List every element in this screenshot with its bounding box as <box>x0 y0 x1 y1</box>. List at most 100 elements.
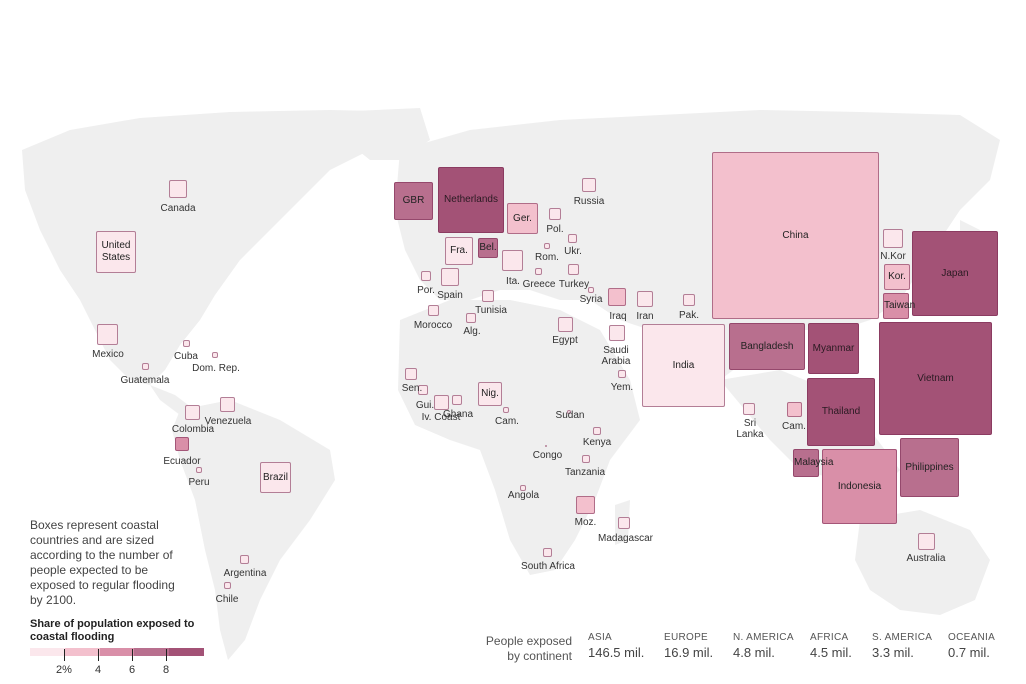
country-box-netherlands[interactable]: Netherlands <box>438 167 504 233</box>
country-box-label: Malaysia <box>794 457 834 468</box>
country-box-nig[interactable]: Nig. <box>478 382 502 406</box>
country-box-label: China <box>782 229 809 241</box>
country-box-philippines[interactable]: Philippines <box>900 438 959 497</box>
continent-value: 4.5 mil. <box>810 645 852 660</box>
country-box-bangladesh[interactable]: Bangladesh <box>729 323 805 370</box>
country-box-india[interactable]: India <box>642 324 725 407</box>
country-label-argentina: Argentina <box>223 568 267 579</box>
country-box-por[interactable] <box>421 271 431 281</box>
legend-tick-8 <box>166 649 167 661</box>
country-box-label: India <box>672 359 695 371</box>
country-box-nkor[interactable] <box>883 229 903 248</box>
country-box-mexico[interactable] <box>97 324 118 345</box>
country-box-canada[interactable] <box>169 180 187 198</box>
continent-oceania: OCEANIA 0.7 mil. <box>948 632 995 660</box>
country-label-greece: Greece <box>522 279 556 290</box>
country-box-ger[interactable]: Ger. <box>507 203 538 234</box>
country-box-venezuela[interactable] <box>220 397 235 412</box>
country-box-us[interactable]: United States <box>96 231 136 273</box>
continent-value: 16.9 mil. <box>664 645 714 660</box>
country-box-label: Bangladesh <box>740 340 794 352</box>
continent-name: EUROPE <box>664 632 709 643</box>
country-box-fra[interactable]: Fra. <box>445 237 473 265</box>
country-box-gui[interactable] <box>418 385 428 395</box>
legend-swatch-2 <box>64 648 100 656</box>
country-box-ukr[interactable] <box>568 234 577 243</box>
country-label-cam-as: Cam. <box>782 421 806 432</box>
country-box-ita[interactable] <box>502 250 523 271</box>
country-box-gbr[interactable]: GBR <box>394 182 433 220</box>
country-label-ita: Ita. <box>506 276 520 287</box>
country-box-malaysia[interactable]: Malaysia <box>793 449 834 477</box>
country-box-guatemala[interactable] <box>142 363 149 370</box>
country-label-rom: Rom. <box>535 252 559 263</box>
legend-swatch-5 <box>169 648 204 656</box>
country-box-vietnam[interactable]: Vietnam <box>879 322 992 435</box>
country-box-china[interactable]: China <box>712 152 879 319</box>
country-label-tanzania: Tanzania <box>564 467 606 478</box>
country-box-australia[interactable] <box>918 533 935 550</box>
country-box-peru[interactable] <box>196 467 202 473</box>
country-label-canada: Canada <box>160 203 196 214</box>
legend-label-8: 8 <box>163 664 170 676</box>
country-box-label: Taiwan <box>884 300 916 311</box>
country-box-cuba[interactable] <box>183 340 190 347</box>
country-label-venezuela: Venezuela <box>204 416 252 427</box>
country-box-spain[interactable] <box>441 268 459 286</box>
country-box-southafrica[interactable] <box>543 548 552 557</box>
country-box-argentina[interactable] <box>240 555 249 564</box>
country-box-japan[interactable]: Japan <box>912 231 998 316</box>
country-box-syria[interactable] <box>588 287 594 293</box>
country-box-kenya[interactable] <box>593 427 601 435</box>
country-box-tanzania[interactable] <box>582 455 590 463</box>
country-box-myanmar[interactable]: Myanmar <box>808 323 859 374</box>
country-box-rom[interactable] <box>544 243 550 249</box>
legend-tick-2 <box>64 649 65 661</box>
country-box-pol[interactable] <box>549 208 561 220</box>
country-box-thailand[interactable]: Thailand <box>807 378 875 446</box>
country-box-sudan[interactable] <box>567 410 571 414</box>
country-box-taiwan[interactable]: Taiwan <box>883 293 916 319</box>
country-box-label: Vietnam <box>917 372 954 384</box>
country-box-srilanka[interactable] <box>743 403 755 415</box>
country-box-label: Japan <box>941 267 969 279</box>
country-label-spain: Spain <box>437 290 463 301</box>
country-box-indonesia[interactable]: Indonesia <box>822 449 897 524</box>
continent-heading: People exposed by continent <box>485 634 572 663</box>
country-box-egypt[interactable] <box>558 317 573 332</box>
country-box-label: Nig. <box>481 388 499 399</box>
country-box-turkey[interactable] <box>568 264 579 275</box>
country-box-label: Myanmar <box>812 342 855 354</box>
country-box-morocco[interactable] <box>428 305 439 316</box>
country-box-madagascar[interactable] <box>618 517 630 529</box>
country-box-label: Philippines <box>905 461 954 473</box>
country-box-alg[interactable] <box>466 313 476 323</box>
country-box-tunisia[interactable] <box>482 290 494 302</box>
country-box-chile[interactable] <box>224 582 231 589</box>
country-box-brazil[interactable]: Brazil <box>260 462 291 493</box>
country-label-alg: Alg. <box>463 326 481 337</box>
country-box-ghana[interactable] <box>452 395 462 405</box>
country-box-ivcoast[interactable] <box>434 395 449 410</box>
country-box-congo[interactable] <box>545 445 547 447</box>
country-box-cam-af[interactable] <box>503 407 509 413</box>
country-box-iran[interactable] <box>637 291 653 307</box>
country-box-bel[interactable]: Bel. <box>478 238 498 258</box>
country-box-label: United States <box>101 240 131 263</box>
country-box-saudi[interactable] <box>609 325 625 341</box>
country-box-greece[interactable] <box>535 268 542 275</box>
country-box-yem[interactable] <box>618 370 626 378</box>
country-box-ecuador[interactable] <box>175 437 189 451</box>
country-box-cam-as[interactable] <box>787 402 802 417</box>
country-box-russia[interactable] <box>582 178 596 192</box>
country-box-moz[interactable] <box>576 496 595 514</box>
country-box-pak[interactable] <box>683 294 695 306</box>
country-box-domrep[interactable] <box>212 352 218 358</box>
country-box-iraq[interactable] <box>608 288 626 306</box>
country-box-colombia[interactable] <box>185 405 200 420</box>
country-box-angola[interactable] <box>520 485 526 491</box>
country-box-sen[interactable] <box>405 368 417 380</box>
country-box-kor[interactable]: Kor. <box>884 264 910 290</box>
country-label-kenya: Kenya <box>582 437 612 448</box>
legend-title: Share of population exposed to coastal f… <box>30 618 195 643</box>
